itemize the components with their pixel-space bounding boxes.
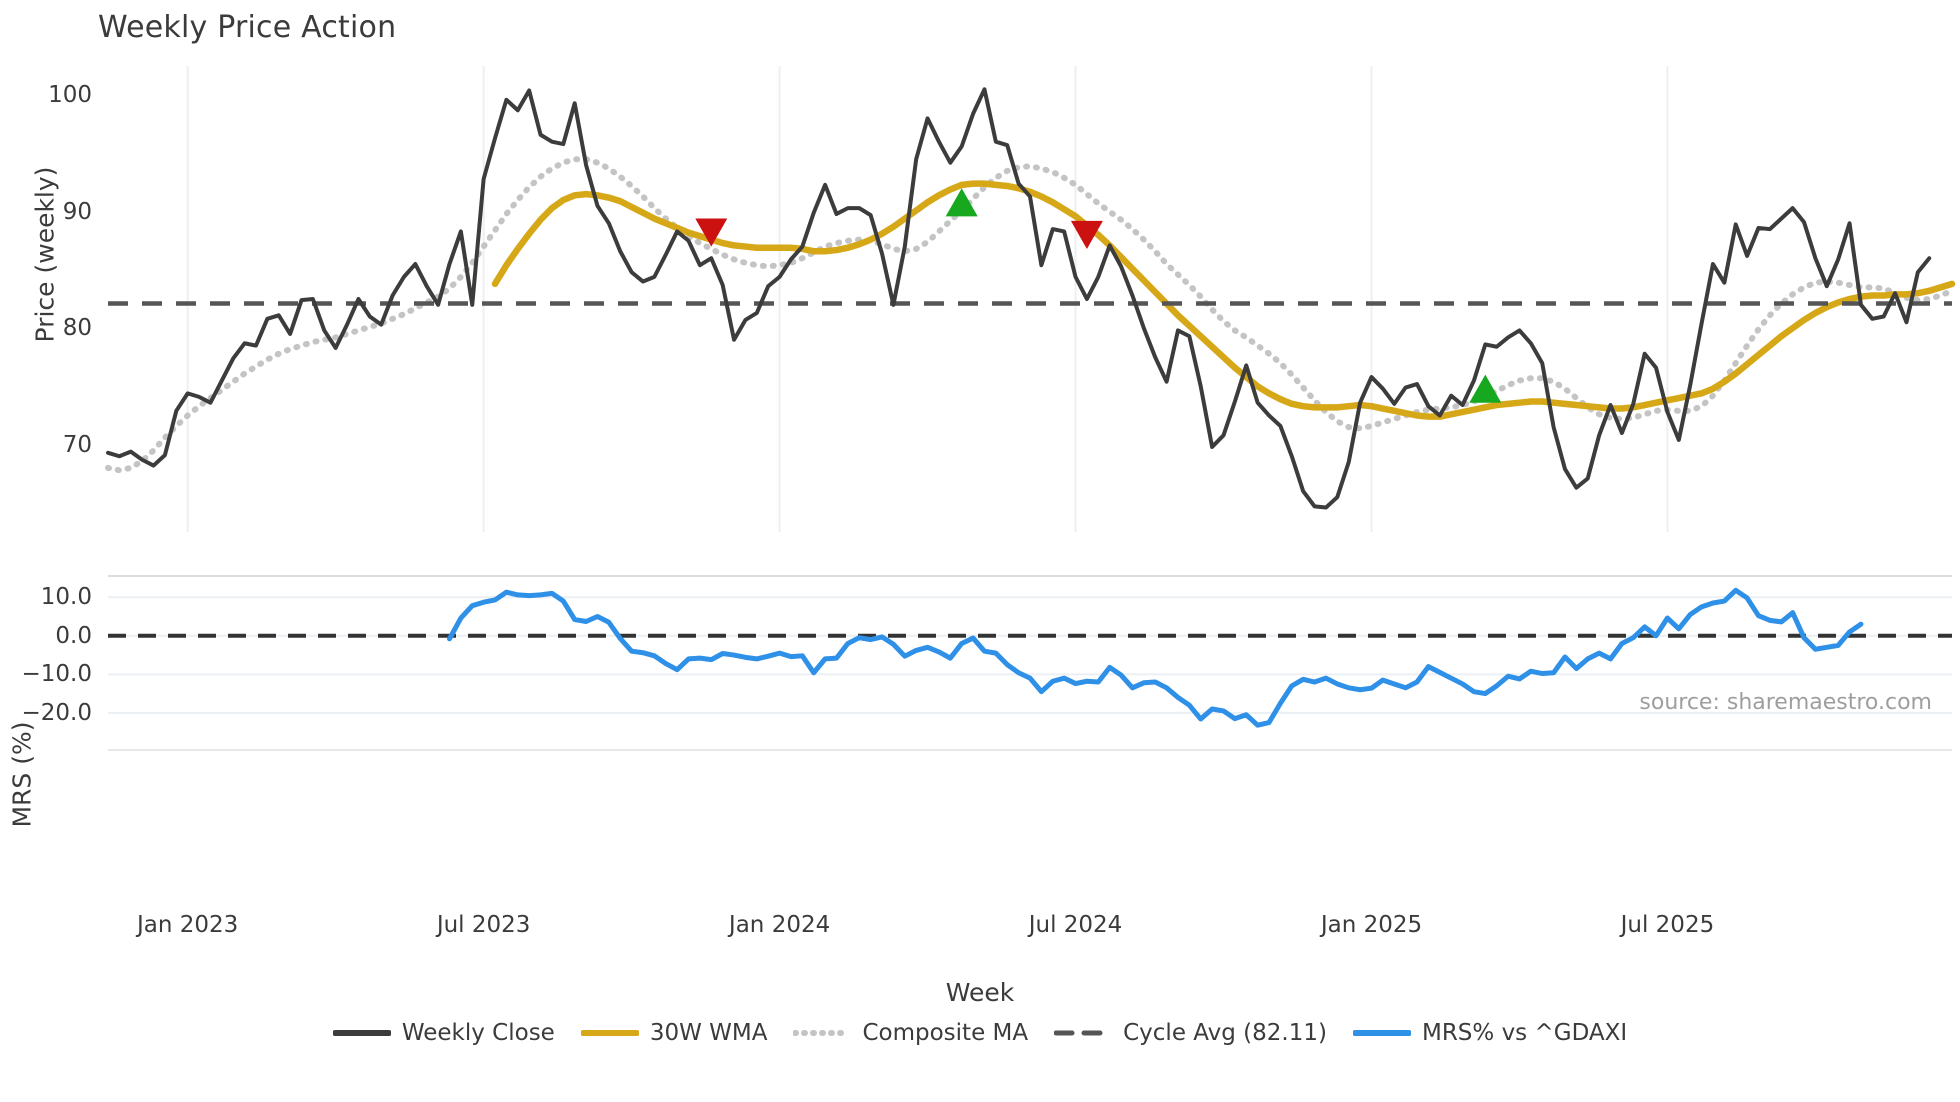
- legend-swatch-icon-2: [793, 1030, 852, 1036]
- legend-label-0: Weekly Close: [401, 1020, 555, 1046]
- legend-swatch-icon-1: [580, 1030, 639, 1036]
- chart-legend: Weekly Close 30W WMA Composite MA Cycle Avg…: [0, 1020, 1960, 1046]
- price-ytick-0: 100: [48, 82, 92, 109]
- price-ytick-2: 80: [62, 315, 92, 342]
- legend-swatch-icon-0: [332, 1030, 391, 1036]
- sell-marker-2: [1070, 220, 1103, 250]
- xtick-3: Jul 2024: [1028, 912, 1123, 938]
- legend-item-1[interactable]: 30W WMA: [580, 1020, 768, 1046]
- page-title: Weekly Price Action: [98, 10, 397, 45]
- legend-label-3: Cycle Avg (82.11): [1123, 1020, 1327, 1046]
- series-mrs: [446, 587, 1864, 728]
- legend-label-2: Composite MA: [862, 1020, 1029, 1046]
- series-30w-wma: [491, 180, 1956, 420]
- price-axis-label: Price (weekly): [30, 166, 60, 343]
- series-composite-ma: [105, 156, 1955, 474]
- legend-swatch-icon-3: [1054, 1030, 1113, 1036]
- legend-item-4[interactable]: MRS% vs ^GDAXI: [1352, 1020, 1628, 1046]
- xtick-0: Jan 2023: [137, 912, 239, 938]
- xtick-4: Jan 2025: [1320, 912, 1423, 938]
- mrs-ytick-1: 0.0: [55, 622, 92, 649]
- legend-swatch-icon-4: [1352, 1030, 1411, 1036]
- price-ytick-1: 90: [62, 198, 92, 225]
- legend-label-1: 30W WMA: [649, 1020, 768, 1046]
- x-axis-label: Week: [945, 978, 1015, 1007]
- legend-item-0[interactable]: Weekly Close: [332, 1020, 555, 1046]
- legend-item-3[interactable]: Cycle Avg (82.11): [1054, 1020, 1327, 1046]
- price-ytick-3: 70: [62, 431, 92, 458]
- buy-marker-3: [1469, 374, 1502, 403]
- legend-item-2[interactable]: Composite MA: [793, 1020, 1028, 1046]
- mrs-ytick-2: −10.0: [21, 661, 92, 688]
- xtick-5: Jul 2025: [1620, 912, 1715, 938]
- mrs-ytick-0: 10.0: [40, 584, 92, 611]
- sell-marker-0: [695, 218, 728, 247]
- xtick-1: Jul 2023: [436, 912, 531, 938]
- series-weekly-close: [106, 87, 1932, 510]
- source-watermark: source: sharemaestro.com: [1639, 690, 1932, 715]
- xtick-2: Jan 2024: [728, 912, 831, 938]
- legend-label-4: MRS% vs ^GDAXI: [1421, 1020, 1628, 1046]
- buy-marker-1: [945, 188, 978, 217]
- mrs-ytick-3: −20.0: [21, 699, 92, 726]
